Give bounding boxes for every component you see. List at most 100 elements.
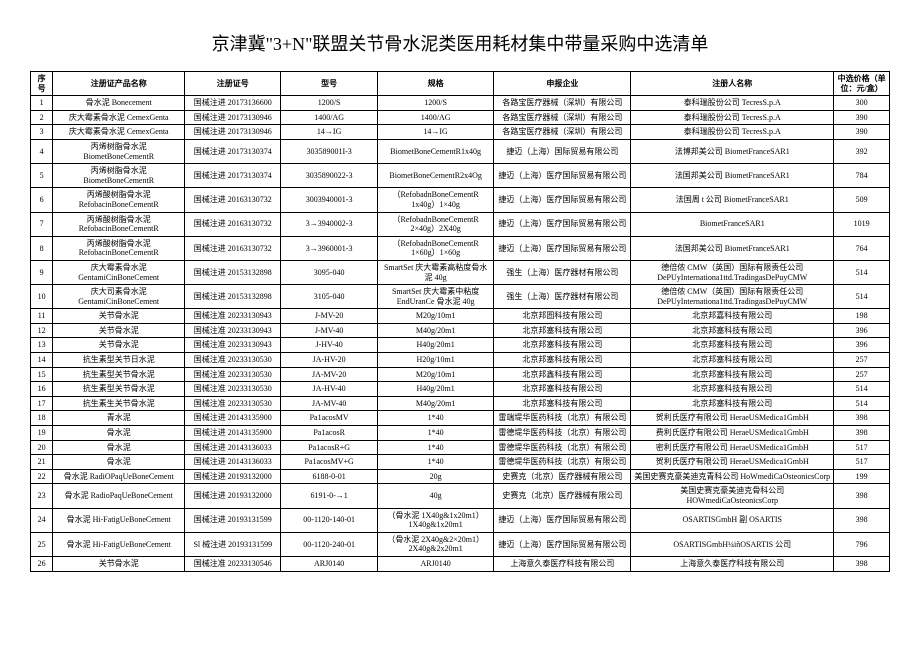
procurement-table: 序号 注册证产品名称 注册证号 型号 规格 申报企业 注册人名称 中选价格（单位… — [30, 71, 890, 572]
cell-price: 396 — [834, 338, 890, 353]
cell-seq: 14 — [31, 353, 53, 368]
cell-reg: 国械注进 20143135900 — [185, 426, 281, 441]
cell-company: 捷迈（上海）医疗国际贸易有限公司 — [494, 164, 631, 188]
table-row: 26关节骨水泥国械注准 20233130546ARJ0140ARJ0140上海意… — [31, 556, 890, 571]
cell-spec: H40g/20m1 — [377, 382, 494, 397]
cell-person: 泰科瑞股份公司 TecresS.p.A — [631, 96, 834, 111]
cell-price: 396 — [834, 323, 890, 338]
cell-seq: 13 — [31, 338, 53, 353]
cell-price: 390 — [834, 110, 890, 125]
cell-company: 各路宝医疗器械（深圳）有限公司 — [494, 96, 631, 111]
cell-company: 史赛克（北京）医疗器械有限公司 — [494, 469, 631, 484]
cell-price: 509 — [834, 188, 890, 212]
cell-seq: 1 — [31, 96, 53, 111]
cell-model: JA-HV-40 — [281, 382, 377, 397]
cell-name: 丙烯酸树脂骨水泥 RefobacinBoneCementR — [53, 236, 185, 260]
cell-model: J-MV-20 — [281, 309, 377, 324]
cell-spec: （RefobadnBoneCementR 1x40g）1×40g — [377, 188, 494, 212]
cell-person: 美国史赛克豪美迪克青科公司 HoWmediCaOsteonicsCorp — [631, 469, 834, 484]
cell-spec: 1200/S — [377, 96, 494, 111]
cell-spec: M40g/20m1 — [377, 323, 494, 338]
cell-person: 贺利氏医疗有限公司 HeraeUSMedica1GmbH — [631, 455, 834, 470]
cell-seq: 22 — [31, 469, 53, 484]
cell-reg: 国械注进 20153132898 — [185, 260, 281, 284]
table-row: 5丙烯树脂骨水泥 BiometBoneCementR国械注进 201731303… — [31, 164, 890, 188]
cell-company: 史赛克（北京）医疗器械有限公司 — [494, 484, 631, 508]
table-row: 21骨水泥国械注进 20143136033Pa1acosMV+G1*40雷德堤华… — [31, 455, 890, 470]
cell-price: 517 — [834, 455, 890, 470]
cell-reg: 国械注准 20233130943 — [185, 309, 281, 324]
cell-company: 北京邦塞科技有限公司 — [494, 323, 631, 338]
cell-person: 美国史赛克豪美迪克骨科公司 HOWmediCaOsteonicsCorp — [631, 484, 834, 508]
cell-seq: 15 — [31, 367, 53, 382]
table-row: 17抗生素生关节骨水泥国械注准 20233130530JA-MV-40M40g/… — [31, 396, 890, 411]
cell-name: 青水泥 — [53, 411, 185, 426]
cell-reg: 国械注准 20233130546 — [185, 556, 281, 571]
cell-name: 庆大霉素骨水泥 GentamiCinBoneCement — [53, 260, 185, 284]
cell-seq: 5 — [31, 164, 53, 188]
cell-model: 3→3940002-3 — [281, 212, 377, 236]
header-company: 申报企业 — [494, 72, 631, 96]
header-reg: 注册证号 — [185, 72, 281, 96]
cell-name: 抗生素型关节骨水泥 — [53, 367, 185, 382]
cell-model: Pa1acosMV+G — [281, 455, 377, 470]
cell-model: 3105-040 — [281, 285, 377, 309]
cell-company: 北京邦鑫科技有限公司 — [494, 367, 631, 382]
cell-spec: 1*40 — [377, 411, 494, 426]
cell-model: JA-HV-20 — [281, 353, 377, 368]
cell-spec: H20g/10m1 — [377, 353, 494, 368]
cell-price: 398 — [834, 426, 890, 441]
cell-name: 丙烯酸树脂骨水泥 RefobacinBoneCementR — [53, 212, 185, 236]
cell-name: 骨水泥 Hi-FatigUeBoneCement — [53, 532, 185, 556]
cell-person: 费利氏医疗有限公司 HeraeUSMedica1GmbH — [631, 426, 834, 441]
table-row: 20骨水泥国械注进 20143136033Pa1acosR+G1*40雷德堤华医… — [31, 440, 890, 455]
cell-company: 北京邦塞科技有限公司 — [494, 396, 631, 411]
cell-company: 各路宝医疗器械（深圳）有限公司 — [494, 125, 631, 140]
cell-company: 北京邦塞科技有限公司 — [494, 382, 631, 397]
table-row: 8丙烯酸树脂骨水泥 RefobacinBoneCementR国械注进 20163… — [31, 236, 890, 260]
cell-person: 法国周 t 公司 BiometFranceSAR1 — [631, 188, 834, 212]
cell-price: 398 — [834, 556, 890, 571]
cell-person: 北京邦塞科技有限公司 — [631, 353, 834, 368]
cell-name: 骨水泥 Hi-FatigUeBoneCement — [53, 508, 185, 532]
cell-name: 骨水泥 Bonecement — [53, 96, 185, 111]
cell-model: Pa1acosMV — [281, 411, 377, 426]
cell-seq: 16 — [31, 382, 53, 397]
cell-price: 517 — [834, 440, 890, 455]
cell-reg: 国械注进 20193131599 — [185, 508, 281, 532]
cell-name: 庆大霉素骨水泥 CemexGenta — [53, 125, 185, 140]
cell-model: JA-MV-20 — [281, 367, 377, 382]
cell-price: 398 — [834, 508, 890, 532]
cell-name: 关节骨水泥 — [53, 556, 185, 571]
cell-seq: 18 — [31, 411, 53, 426]
cell-person: 法国邦美公司 BiometFranceSAR1 — [631, 236, 834, 260]
cell-seq: 12 — [31, 323, 53, 338]
cell-name: 骨水泥 RadioPaqUeBoneCement — [53, 484, 185, 508]
cell-reg: 国械注进 20193132000 — [185, 484, 281, 508]
cell-name: 丙烯树脂骨水泥 BiometBoneCementR — [53, 164, 185, 188]
cell-price: 764 — [834, 236, 890, 260]
cell-seq: 6 — [31, 188, 53, 212]
cell-person: 北京邦塞科技有限公司 — [631, 323, 834, 338]
cell-person: 上海意久泰医疗科技有限公司 — [631, 556, 834, 571]
cell-person: OSARTISGmbH¼iñOSARTIS 公司 — [631, 532, 834, 556]
cell-seq: 23 — [31, 484, 53, 508]
cell-company: 强生（上海）医疗器材有限公司 — [494, 285, 631, 309]
cell-name: 骨水泥 — [53, 455, 185, 470]
table-row: 22骨水泥 RadiOPaqUeBoneCement国械注进 201931320… — [31, 469, 890, 484]
cell-model: 3095-040 — [281, 260, 377, 284]
cell-price: 1019 — [834, 212, 890, 236]
cell-person: 密利氏医疗有限公司 HeraeUSMedica1GmbH — [631, 440, 834, 455]
cell-reg: 国械注进 20173136600 — [185, 96, 281, 111]
cell-spec: 20g — [377, 469, 494, 484]
cell-seq: 4 — [31, 139, 53, 163]
cell-price: 392 — [834, 139, 890, 163]
cell-model: 3035890022-3 — [281, 164, 377, 188]
cell-company: 捷迈（上海）医疗国际贸易有限公司 — [494, 508, 631, 532]
table-row: 19骨水泥国械注进 20143135900Pa1acosR1*40雷德堤华医药科… — [31, 426, 890, 441]
cell-seq: 26 — [31, 556, 53, 571]
cell-reg: 国械注准 20233130530 — [185, 396, 281, 411]
cell-model: Pa1acosR — [281, 426, 377, 441]
cell-name: 关节骨水泥 — [53, 338, 185, 353]
cell-name: 庆大司素骨水泥 GentamiCinBoneCement — [53, 285, 185, 309]
